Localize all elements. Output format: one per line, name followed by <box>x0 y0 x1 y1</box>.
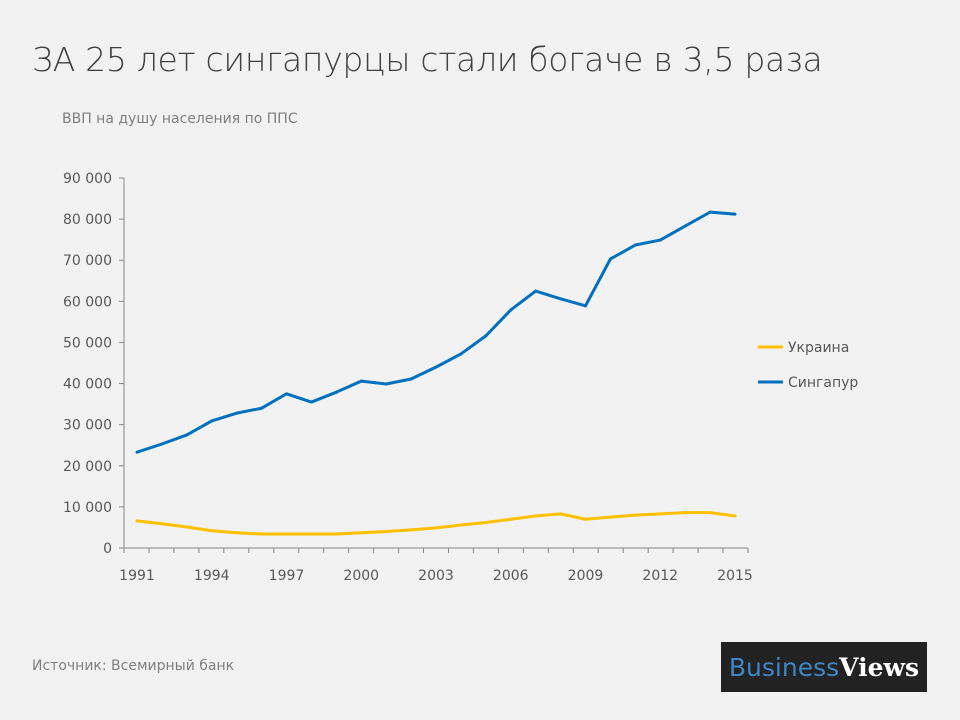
data-point <box>683 224 687 228</box>
data-point <box>334 390 338 394</box>
data-point <box>559 297 563 301</box>
data-point <box>135 519 139 523</box>
logo-part-business: Business <box>728 652 840 682</box>
y-tick-label: 40 000 <box>63 377 112 393</box>
data-point <box>185 525 189 529</box>
y-tick-label: 10 000 <box>63 500 112 516</box>
y-tick-label: 50 000 <box>63 335 112 351</box>
data-point <box>633 243 637 247</box>
data-point <box>459 523 463 527</box>
data-point <box>708 210 712 214</box>
y-tick-label: 0 <box>103 541 112 557</box>
data-point <box>509 517 513 521</box>
data-point <box>608 515 612 519</box>
data-point <box>584 517 587 521</box>
data-point <box>434 365 438 369</box>
x-tick-label: 2000 <box>343 568 379 584</box>
data-point <box>260 406 264 410</box>
chart-title: ЗА 25 лет сингапурцы стали богаче в 3,5 … <box>32 40 823 79</box>
y-tick-label: 60 000 <box>63 294 112 310</box>
data-point <box>359 379 363 383</box>
data-point <box>260 532 264 536</box>
series-line-singapore <box>136 210 736 454</box>
y-tick-label: 80 000 <box>63 212 112 228</box>
data-point <box>160 442 164 446</box>
data-point <box>334 532 338 536</box>
source-note: Источник: Всемирный банк <box>32 658 235 674</box>
data-point <box>434 526 438 530</box>
data-point <box>235 531 239 535</box>
data-point <box>384 382 388 386</box>
data-point <box>733 212 737 216</box>
data-point <box>658 512 662 516</box>
y-tick-label: 70 000 <box>63 253 112 269</box>
data-point <box>210 529 214 533</box>
data-point <box>708 511 712 515</box>
x-tick-label: 2015 <box>717 568 753 584</box>
data-point <box>683 511 687 515</box>
data-point <box>285 392 288 396</box>
chart-subtitle: ВВП на душу населения по ППС <box>62 111 298 127</box>
data-point <box>509 308 513 312</box>
series-line-ukraine <box>136 511 736 536</box>
legend-label: Украина <box>788 340 849 356</box>
data-point <box>235 411 239 415</box>
data-point <box>409 377 413 381</box>
data-point <box>384 530 388 534</box>
data-point <box>359 531 363 535</box>
data-point <box>658 238 662 242</box>
x-tick-label: 2006 <box>493 568 529 584</box>
data-point <box>409 528 413 532</box>
x-tick-label: 2012 <box>642 568 678 584</box>
y-tick-label: 30 000 <box>63 418 112 434</box>
logo-part-views: Views <box>839 652 920 682</box>
data-point <box>459 352 463 356</box>
x-tick-label: 1991 <box>119 568 155 584</box>
data-point <box>484 334 488 338</box>
data-point <box>160 522 164 526</box>
data-point <box>210 419 214 423</box>
data-point <box>484 521 488 525</box>
data-point <box>309 532 313 536</box>
businessviews-logo: Business Views <box>721 642 927 692</box>
line-chart: 0 10 000 20 000 30 000 40 000 50 000 60 000 70 … <box>63 171 858 584</box>
y-tick-label: 20 000 <box>63 459 112 475</box>
legend-label: Сингапур <box>788 375 858 391</box>
x-tick-label: 2009 <box>568 568 604 584</box>
data-point <box>135 450 139 454</box>
data-point <box>185 433 189 437</box>
data-point <box>559 512 563 516</box>
data-point <box>633 513 637 517</box>
data-point <box>285 532 288 536</box>
data-point <box>608 257 612 261</box>
y-tick-label: 90 000 <box>63 171 112 187</box>
data-point <box>534 514 538 518</box>
data-point <box>309 400 313 404</box>
x-tick-label: 1997 <box>269 568 305 584</box>
data-point <box>733 514 737 518</box>
data-point <box>534 289 538 293</box>
data-point <box>584 304 587 308</box>
x-tick-label: 1994 <box>194 568 230 584</box>
x-tick-label: 2003 <box>418 568 454 584</box>
